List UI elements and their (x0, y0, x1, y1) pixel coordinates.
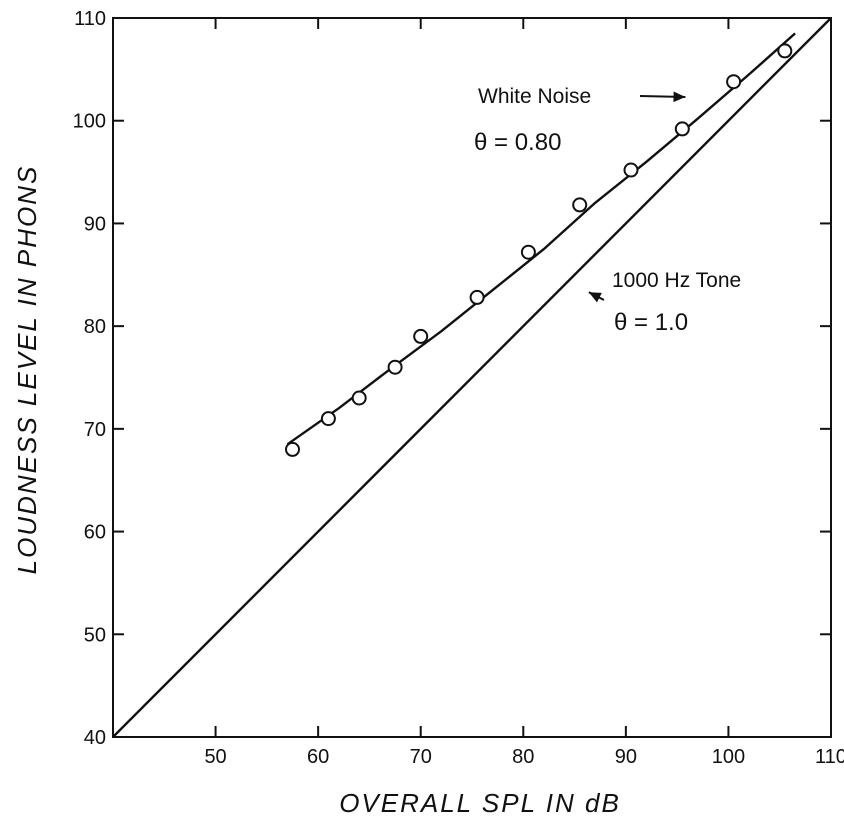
axis-ticks: 50 60 70 80 90 100 110 40 50 60 70 80 90 100 110 (73, 8, 844, 768)
data-point (777, 43, 793, 59)
plot-area-border (112, 17, 832, 738)
series-line-1000-hz-tone (112, 17, 832, 738)
white-noise-label: White Noise (478, 85, 591, 108)
x-axis-title: OVERALL SPL IN dB (339, 788, 621, 818)
x-tick-label: 90 (615, 746, 637, 768)
white-noise-arrow-head (673, 91, 686, 103)
data-point (320, 411, 336, 427)
tone-arrow-head (588, 292, 602, 303)
data-point (351, 390, 367, 406)
y-tick-label: 110 (74, 8, 106, 30)
plot-frame (112, 17, 832, 738)
tone-label: 1000 Hz Tone (612, 269, 741, 292)
y-tick-label: 80 (84, 316, 106, 338)
data-point (726, 74, 742, 90)
x-tick-label: 50 (204, 746, 226, 768)
annotations: White Noise θ = 0.80 1000 Hz Tone θ = 1.… (474, 85, 741, 336)
x-tick-label: 100 (712, 746, 745, 768)
data-point (387, 359, 403, 375)
data-point (469, 289, 485, 305)
x-tick-label: 60 (307, 746, 329, 768)
y-axis-title: LOUDNESS LEVEL IN PHONS (12, 165, 42, 575)
y-tick-label: 100 (73, 111, 106, 133)
y-tick-label: 40 (84, 727, 106, 749)
series-layer (112, 17, 832, 738)
data-point (413, 328, 429, 344)
data-point (674, 121, 690, 137)
x-tick-label: 110 (815, 746, 844, 768)
y-tick-label: 60 (84, 522, 106, 544)
series-line-white-noise (286, 32, 796, 446)
data-point (520, 244, 536, 260)
data-point (285, 441, 300, 457)
x-tick-label: 80 (512, 746, 534, 768)
y-tick-label: 90 (84, 213, 106, 235)
data-point (572, 197, 588, 213)
tone-theta: θ = 1.0 (614, 309, 688, 336)
white-noise-theta: θ = 0.80 (474, 129, 561, 156)
y-tick-label: 70 (84, 419, 106, 441)
data-point (623, 162, 639, 178)
x-tick-label: 70 (410, 746, 432, 768)
y-tick-label: 50 (84, 624, 106, 646)
